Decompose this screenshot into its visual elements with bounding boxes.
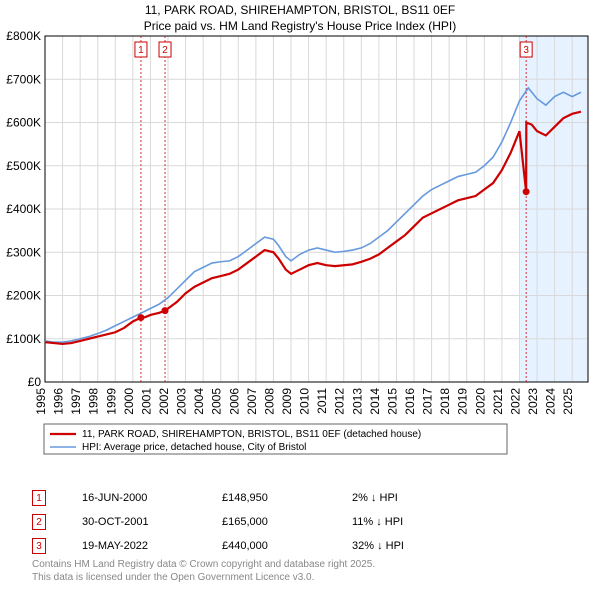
x-axis-tick-label: 2014 [368,388,382,415]
sale-marker-number: 2 [162,45,168,56]
footer-line-2: This data is licensed under the Open Gov… [32,572,314,583]
x-axis-tick-label: 2025 [561,388,575,415]
transactions-table: 1 16-JUN-2000£148,9502% ↓ HPI 2 30-OCT-2001… [32,486,588,558]
x-axis-tick-label: 2023 [526,388,540,415]
sale-dot [162,307,169,314]
transaction-price: £440,000 [222,534,352,558]
transaction-marker: 3 [32,538,46,554]
x-axis-tick-label: 2009 [280,388,294,415]
transaction-hpi-diff: 2% ↓ HPI [352,486,588,510]
x-axis-tick-label: 1998 [87,388,101,415]
x-axis-tick-label: 2001 [139,388,153,415]
transaction-marker: 2 [32,514,46,530]
y-axis-tick-label: £600K [6,116,41,130]
x-axis-tick-label: 2020 [473,388,487,415]
x-axis-tick-label: 2002 [157,388,171,415]
x-axis-tick-label: 2010 [298,388,312,415]
transaction-date: 19-MAY-2022 [82,534,222,558]
x-axis-tick-label: 1996 [52,388,66,415]
x-axis-tick-label: 2015 [385,388,399,415]
sale-marker-number: 3 [523,45,529,56]
transaction-row: 1 16-JUN-2000£148,9502% ↓ HPI [32,486,588,510]
legend-label: 11, PARK ROAD, SHIREHAMPTON, BRISTOL, BS… [82,429,421,440]
x-axis-tick-label: 2016 [403,388,417,415]
transaction-hpi-diff: 11% ↓ HPI [352,510,588,534]
x-axis-tick-label: 2006 [227,388,241,415]
attribution-footer: Contains HM Land Registry data © Crown c… [32,558,588,584]
y-axis-tick-label: £500K [6,159,41,173]
transaction-row: 3 19-MAY-2022£440,00032% ↓ HPI [32,534,588,558]
y-axis-tick-label: £800K [6,29,41,43]
x-axis-tick-label: 2008 [262,388,276,415]
x-axis-tick-label: 2021 [491,388,505,415]
transaction-date: 16-JUN-2000 [82,486,222,510]
x-axis-tick-label: 2011 [315,388,329,414]
x-axis-tick-label: 2000 [122,388,136,415]
x-axis-tick-label: 1995 [34,388,48,415]
x-axis-tick-label: 2024 [544,388,558,415]
x-axis-tick-label: 2007 [245,388,259,415]
x-axis-tick-label: 2013 [350,388,364,415]
x-axis-tick-label: 2017 [421,388,435,415]
transaction-price: £148,950 [222,486,352,510]
y-axis-tick-label: £200K [6,289,41,303]
transaction-date: 30-OCT-2001 [82,510,222,534]
transaction-hpi-diff: 32% ↓ HPI [352,534,588,558]
chart-title-line-1: 11, PARK ROAD, SHIREHAMPTON, BRISTOL, BS… [145,3,455,17]
x-axis-tick-label: 1997 [69,388,83,415]
sale-dot [137,314,144,321]
sale-marker-number: 1 [138,45,144,56]
x-axis-tick-label: 2012 [333,388,347,415]
price-chart: 11, PARK ROAD, SHIREHAMPTON, BRISTOL, BS… [0,0,600,470]
transaction-marker: 1 [32,490,46,506]
x-axis-tick-label: 2005 [210,388,224,415]
y-axis-tick-label: £100K [6,332,41,346]
chart-title-line-2: Price paid vs. HM Land Registry's House … [144,19,456,33]
y-axis-tick-label: £400K [6,202,41,216]
transaction-row: 2 30-OCT-2001£165,00011% ↓ HPI [32,510,588,534]
transaction-price: £165,000 [222,510,352,534]
x-axis-tick-label: 1999 [104,388,118,415]
footer-line-1: Contains HM Land Registry data © Crown c… [32,559,375,570]
sale-dot [523,188,530,195]
legend-label: HPI: Average price, detached house, City… [82,442,306,453]
y-axis-tick-label: £300K [6,245,41,259]
x-axis-tick-label: 2004 [192,388,206,415]
x-axis-tick-label: 2018 [438,388,452,415]
y-axis-tick-label: £700K [6,72,41,86]
x-axis-tick-label: 2019 [456,388,470,415]
x-axis-tick-label: 2022 [508,388,522,415]
x-axis-tick-label: 2003 [175,388,189,415]
y-axis-tick-label: £0 [28,375,42,389]
